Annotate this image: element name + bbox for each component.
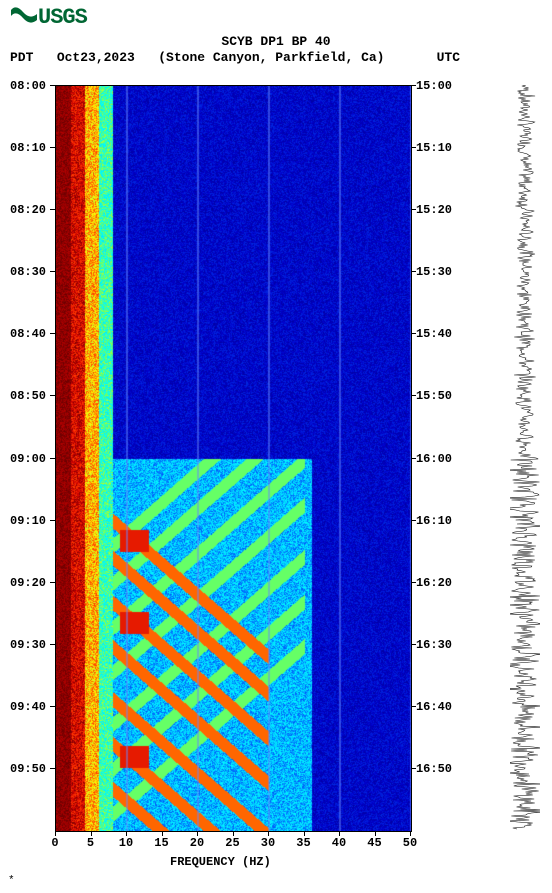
y-tick-left: 08:40: [10, 327, 46, 341]
y-tick-right: 16:10: [416, 514, 452, 528]
x-tick: 25: [225, 836, 239, 850]
x-tick: 40: [332, 836, 346, 850]
spectrogram-plot: [55, 85, 412, 832]
y-tick-left: 09:40: [10, 700, 46, 714]
x-tick: 50: [403, 836, 417, 850]
x-tick: 35: [296, 836, 310, 850]
y-tick-right: 16:20: [416, 576, 452, 590]
y-tick-left: 09:20: [10, 576, 46, 590]
y-tick-right: 16:50: [416, 762, 452, 776]
y-tick-left: 08:30: [10, 265, 46, 279]
x-tick: 15: [154, 836, 168, 850]
y-tick-right: 15:10: [416, 141, 452, 155]
y-tick-left: 09:00: [10, 452, 46, 466]
y-tick-right: 16:00: [416, 452, 452, 466]
x-axis-title: FREQUENCY (HZ): [170, 855, 271, 869]
y-tick-left: 08:20: [10, 203, 46, 217]
y-tick-right: 16:40: [416, 700, 452, 714]
x-tick: 45: [367, 836, 381, 850]
date-label: Oct23,2023: [57, 50, 135, 65]
y-tick-left: 09:10: [10, 514, 46, 528]
y-tick-left: 08:50: [10, 389, 46, 403]
cursor-mark: *: [8, 875, 15, 887]
y-tick-right: 15:40: [416, 327, 452, 341]
chart-subtitle: PDT Oct23,2023 (Stone Canyon, Parkfield,…: [10, 50, 540, 65]
y-tick-right: 15:30: [416, 265, 452, 279]
waveform-trace: [510, 85, 540, 830]
x-tick: 20: [190, 836, 204, 850]
x-tick: 5: [87, 836, 94, 850]
y-tick-left: 09:50: [10, 762, 46, 776]
y-tick-left: 09:30: [10, 638, 46, 652]
y-tick-right: 16:30: [416, 638, 452, 652]
tz-left-label: PDT: [10, 50, 33, 65]
tz-right-label: UTC: [437, 50, 460, 65]
chart-title: SCYB DP1 BP 40: [0, 34, 552, 49]
y-tick-left: 08:00: [10, 79, 46, 93]
y-tick-right: 15:20: [416, 203, 452, 217]
usgs-logo: USGS: [10, 5, 87, 30]
location-label: (Stone Canyon, Parkfield, Ca): [158, 50, 384, 65]
y-tick-left: 08:10: [10, 141, 46, 155]
x-tick: 30: [261, 836, 275, 850]
y-tick-right: 15:50: [416, 389, 452, 403]
y-tick-right: 15:00: [416, 79, 452, 93]
x-tick: 0: [51, 836, 58, 850]
x-tick: 10: [119, 836, 133, 850]
